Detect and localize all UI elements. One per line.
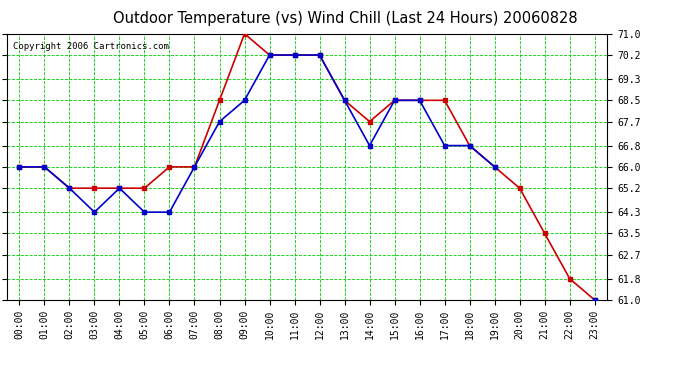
Text: Outdoor Temperature (vs) Wind Chill (Last 24 Hours) 20060828: Outdoor Temperature (vs) Wind Chill (Las… [112, 11, 578, 26]
Text: Copyright 2006 Cartronics.com: Copyright 2006 Cartronics.com [13, 42, 169, 51]
